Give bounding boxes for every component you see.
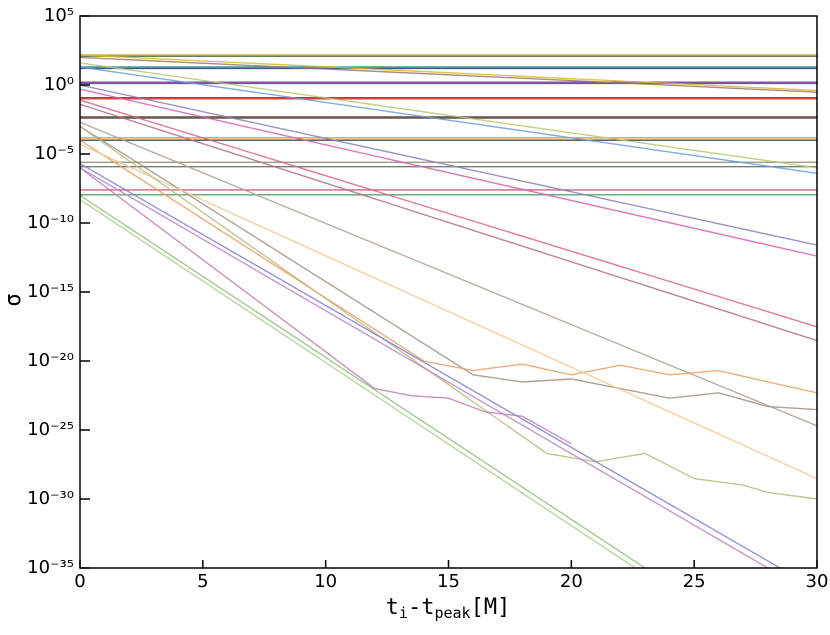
x-tick-label: 0 [74, 571, 85, 592]
data-line [80, 125, 817, 500]
data-line [80, 194, 646, 568]
y-tick-label: 10⁻²⁵ [27, 419, 74, 440]
y-tick-label: 10⁻³⁰ [27, 488, 74, 509]
x-tick-label: 5 [197, 571, 208, 592]
x-tick-label: 10 [314, 571, 337, 592]
plot-area [80, 54, 817, 568]
y-tick-label: 10⁰ [44, 74, 74, 95]
x-tick-label: 15 [437, 571, 460, 592]
data-line [80, 88, 817, 257]
data-line [80, 54, 817, 92]
x-label-part: i [399, 604, 408, 622]
data-line [80, 103, 817, 342]
x-label-part: [M] [471, 595, 511, 620]
x-label-part: -t [408, 595, 435, 620]
x-label-part: peak [434, 604, 470, 622]
data-line [80, 139, 817, 394]
data-line [80, 162, 781, 568]
y-tick-label: 10⁻²⁰ [27, 350, 74, 371]
data-line [80, 121, 817, 427]
x-axis-label: ti-tpeak[M] [386, 595, 511, 622]
y-tick-label: 10⁻³⁵ [27, 557, 74, 578]
data-line [80, 66, 817, 174]
data-line [80, 56, 817, 93]
x-tick-label: 25 [683, 571, 706, 592]
y-tick-label: 10⁻⁵ [34, 143, 74, 164]
data-line [80, 62, 817, 169]
y-tick-label: 10⁻¹⁵ [27, 281, 74, 302]
data-line [80, 84, 817, 246]
x-label-part: t [386, 595, 399, 620]
data-line [80, 99, 817, 328]
y-tick-label: 10⁵ [44, 5, 74, 26]
data-line [80, 125, 817, 411]
data-line [80, 167, 572, 445]
data-line [80, 199, 636, 568]
y-axis-label: σ [1, 293, 26, 306]
data-line [80, 167, 769, 568]
y-tick-label: 10⁻¹⁰ [27, 212, 74, 233]
data-line [80, 143, 817, 480]
x-tick-label: 20 [560, 571, 583, 592]
x-tick-label: 30 [806, 571, 829, 592]
